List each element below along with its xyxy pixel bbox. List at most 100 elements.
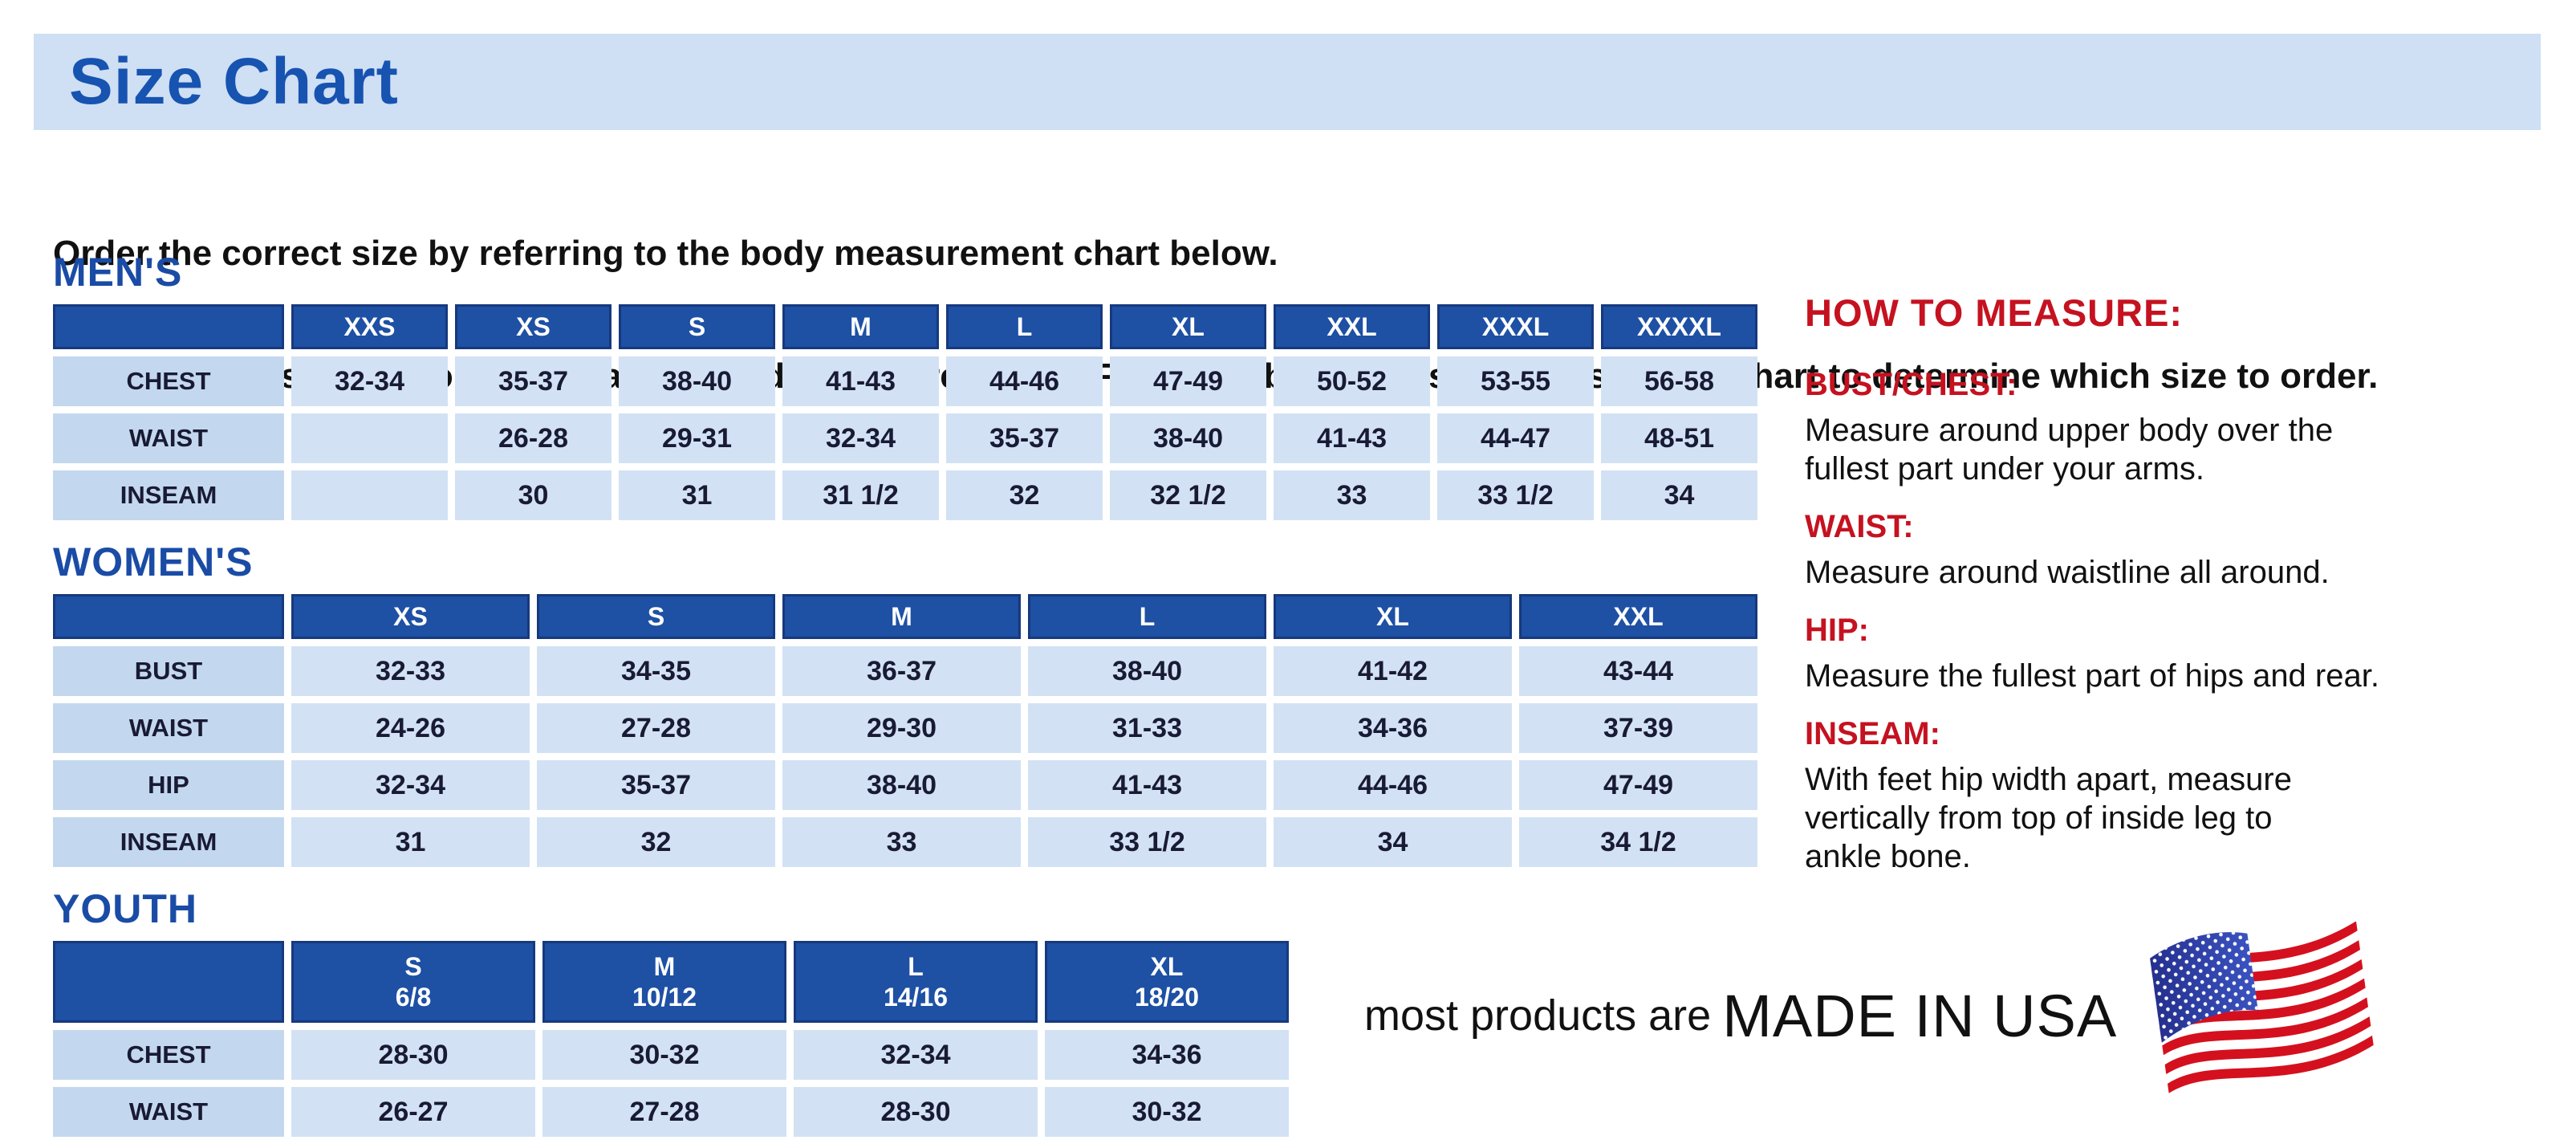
mens-table-value-cell [291,413,448,463]
youth-table-value-cell: 30-32 [1045,1087,1289,1137]
mens-section: MEN'S XXS XS S M L XL XXL XXXL XXXXL CHEST 32-34 35… [53,249,1762,527]
mens-table-value-cell: 38-40 [1110,413,1266,463]
mens-table-value-cell: 53-55 [1437,356,1594,406]
womens-heading: WOMEN'S [53,539,254,584]
womens-table-value-cell: 38-40 [1028,646,1266,696]
mens-table-col-s: S [619,304,775,349]
measure-section-hip: HIP: Measure the fullest part of hips and… [1805,613,2511,695]
womens-table-col-xs: XS [291,594,530,639]
youth-table-value-cell: 28-30 [291,1030,535,1080]
mens-table-value-cell: 29-31 [619,413,775,463]
page-title: Size Chart [69,45,399,118]
womens-table-value-cell: 33 [782,817,1021,867]
measure-section-text: Measure around waistline all around. [1805,555,2330,590]
womens-table-row-bust: BUST 32-33 34-35 36-37 38-40 41-42 43-44 [53,646,1757,696]
mens-table-value-cell: 30 [455,470,611,520]
mens-table-value-cell: 33 [1274,470,1430,520]
womens-table-header-row: XS S M L XL XXL [53,594,1757,639]
mens-table-value-cell: 35-37 [455,356,611,406]
womens-table-value-cell: 29-30 [782,703,1021,753]
womens-table-value-cell: 32-34 [291,760,530,810]
mens-table-col-xxxxl: XXXXL [1601,304,1757,349]
how-to-measure-column: HOW TO MEASURE: BUST/CHEST: Measure aroun… [1805,291,2511,876]
womens-table-value-cell: 41-43 [1028,760,1266,810]
mens-table-value-cell: 33 1/2 [1437,470,1594,520]
womens-table-col-xl: XL [1274,594,1512,639]
youth-table-value-cell: 27-28 [542,1087,786,1137]
mens-table-value-cell: 41-43 [1274,413,1430,463]
how-to-measure-heading: HOW TO MEASURE: [1805,291,2184,334]
womens-table-row-label: WAIST [53,703,284,753]
youth-size-table: S 6/8 M 10/12 L 14/16 XL 18/20 CHEST 28-30 30-32 32… [46,934,1296,1144]
mens-table-value-cell: 34 [1601,470,1757,520]
womens-table-value-cell: 34 [1274,817,1512,867]
youth-table-row-waist: WAIST 26-27 27-28 28-30 30-32 [53,1087,1289,1137]
womens-table-value-cell: 33 1/2 [1028,817,1266,867]
womens-table-value-cell: 24-26 [291,703,530,753]
womens-table-value-cell: 43-44 [1519,646,1757,696]
mens-table-value-cell: 48-51 [1601,413,1757,463]
mens-table-col-l: L [946,304,1103,349]
measure-section-label: BUST/CHEST: [1805,367,2017,402]
youth-heading: YOUTH [53,886,197,931]
mens-table-row-chest: CHEST 32-34 35-37 38-40 41-43 44-46 47-49 50-52… [53,356,1757,406]
youth-table-value-cell: 30-32 [542,1030,786,1080]
measure-section-label: WAIST: [1805,509,1914,544]
mens-table-value-cell: 32-34 [782,413,939,463]
mens-heading: MEN'S [53,250,183,295]
mens-table-value-cell: 31 [619,470,775,520]
mens-table-col-xs: XS [455,304,611,349]
mens-table-value-cell: 44-46 [946,356,1103,406]
mens-table-row-waist: WAIST 26-28 29-31 32-34 35-37 38-40 41-43 44-47… [53,413,1757,463]
mens-table-value-cell: 50-52 [1274,356,1430,406]
mens-table-value-cell: 38-40 [619,356,775,406]
mens-table-value-cell: 47-49 [1110,356,1266,406]
womens-table-col-m: M [782,594,1021,639]
mens-table-col-xxs: XXS [291,304,448,349]
womens-table-row-label: BUST [53,646,284,696]
mens-table-row-label: CHEST [53,356,284,406]
womens-section: WOMEN'S XS S M L XL XXL BUST 32-33 34-35 36-37 38-… [53,539,1762,874]
mens-table-value-cell [291,470,448,520]
womens-table-value-cell: 32-33 [291,646,530,696]
womens-table-value-cell: 34 1/2 [1519,817,1757,867]
mens-table-value-cell: 32-34 [291,356,448,406]
mens-table-header-row: XXS XS S M L XL XXL XXXL XXXXL [53,304,1757,349]
womens-table-value-cell: 37-39 [1519,703,1757,753]
youth-table-value-cell: 26-27 [291,1087,535,1137]
made-in-usa-block: most products are MADE IN USA [1364,921,2383,1108]
made-in-prefix-text: most products are [1364,991,1712,1040]
womens-table-value-cell: 27-28 [537,703,775,753]
mens-table-value-cell: 31 1/2 [782,470,939,520]
measure-section-bustchest: BUST/CHEST: Measure around upper body ove… [1805,367,2511,488]
youth-table-col-l: L 14/16 [794,941,1038,1023]
mens-table-col-xl: XL [1110,304,1266,349]
mens-table-value-cell: 32 1/2 [1110,470,1266,520]
mens-table-value-cell: 41-43 [782,356,939,406]
youth-table-value-cell: 34-36 [1045,1030,1289,1080]
womens-table-value-cell: 32 [537,817,775,867]
womens-table-value-cell: 34-35 [537,646,775,696]
womens-table-value-cell: 44-46 [1274,760,1512,810]
mens-table-col-m: M [782,304,939,349]
womens-table-corner-cell [53,594,284,639]
youth-table-col-s: S 6/8 [291,941,535,1023]
womens-table-col-s: S [537,594,775,639]
mens-table-value-cell: 56-58 [1601,356,1757,406]
measure-section-inseam: INSEAM: With feet hip width apart, measur… [1805,716,2511,876]
youth-section: YOUTH S 6/8 M 10/12 L 14/16 XL 18/20 CHEST 28-30 3… [53,885,1762,1144]
mens-table-row-label: WAIST [53,413,284,463]
womens-table-col-l: L [1028,594,1266,639]
how-to-measure-sections: BUST/CHEST: Measure around upper body ove… [1805,367,2511,876]
mens-table-value-cell: 32 [946,470,1103,520]
measure-section-waist: WAIST: Measure around waistline all aroun… [1805,509,2511,592]
womens-table-row-label: HIP [53,760,284,810]
size-tables-column: MEN'S XXS XS S M L XL XXL XXXL XXXXL CHEST 32-34 35… [53,238,1762,1144]
youth-table-value-cell: 28-30 [794,1087,1038,1137]
womens-table-value-cell: 41-42 [1274,646,1512,696]
measure-section-label: HIP: [1805,613,1869,648]
womens-table-value-cell: 34-36 [1274,703,1512,753]
title-banner: Size Chart [34,34,2541,130]
usa-flag-icon [2150,921,2374,1093]
womens-size-table: XS S M L XL XXL BUST 32-33 34-35 36-37 38-40 41-42 4… [46,587,1765,874]
